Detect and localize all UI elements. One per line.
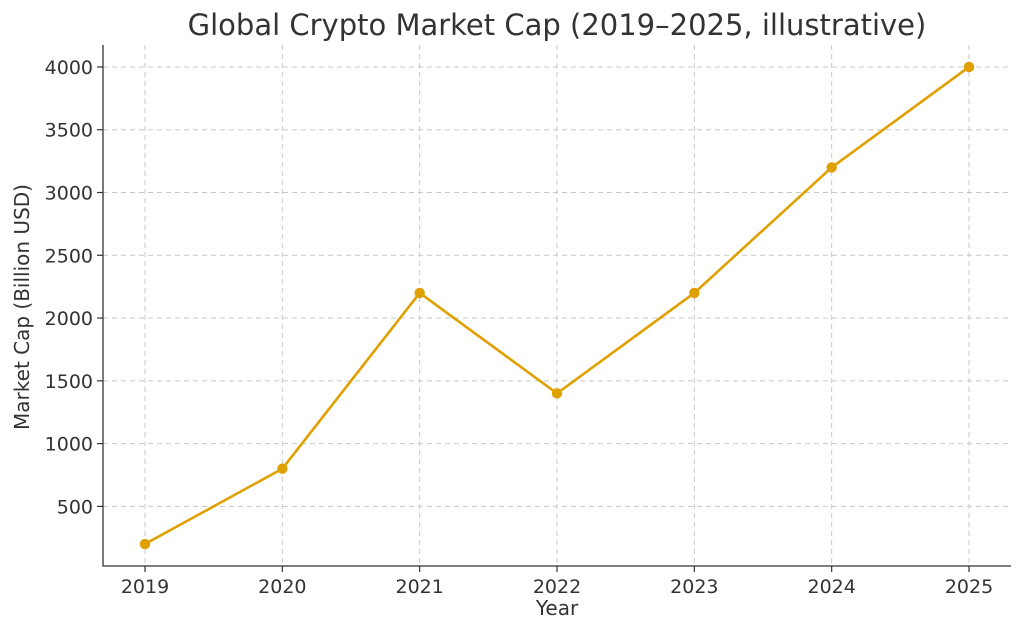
y-tick-label: 3500 <box>45 120 93 142</box>
chart-title: Global Crypto Market Cap (2019–2025, ill… <box>188 8 927 42</box>
y-tick-label: 1500 <box>45 371 93 393</box>
data-point <box>277 463 288 474</box>
x-tick-label: 2023 <box>670 576 718 598</box>
y-tick-label: 4000 <box>45 57 93 79</box>
y-tick-label: 1000 <box>45 434 93 456</box>
data-point <box>826 162 837 173</box>
data-point <box>551 388 563 399</box>
x-axis-label: Year <box>535 596 579 620</box>
x-tick-label: 2019 <box>121 576 169 598</box>
series-layer <box>139 61 975 550</box>
x-tick-label: 2021 <box>395 576 443 598</box>
y-tick-label: 3000 <box>45 183 93 205</box>
x-tick-label: 2024 <box>807 576 855 598</box>
x-tick-label: 2025 <box>945 576 993 598</box>
data-point <box>414 287 425 299</box>
axis-spines <box>102 45 1011 567</box>
grid <box>103 45 1011 566</box>
y-tick-label: 500 <box>57 496 93 518</box>
x-tick-label: 2020 <box>258 576 306 598</box>
data-point <box>963 61 975 73</box>
axes: 2019 2020 2021 2022 2023 2024 2025 500 1000 1500 2… <box>45 45 1011 598</box>
labels: Global Crypto Market Cap (2019–2025, ill… <box>10 8 926 620</box>
y-axis-label: Market Cap (Billion USD) <box>10 184 34 430</box>
data-point <box>689 287 700 299</box>
y-tick-label: 2500 <box>45 245 93 267</box>
data-point <box>139 538 151 550</box>
x-tick-label: 2022 <box>533 576 581 598</box>
y-tick-label: 2000 <box>45 308 93 330</box>
